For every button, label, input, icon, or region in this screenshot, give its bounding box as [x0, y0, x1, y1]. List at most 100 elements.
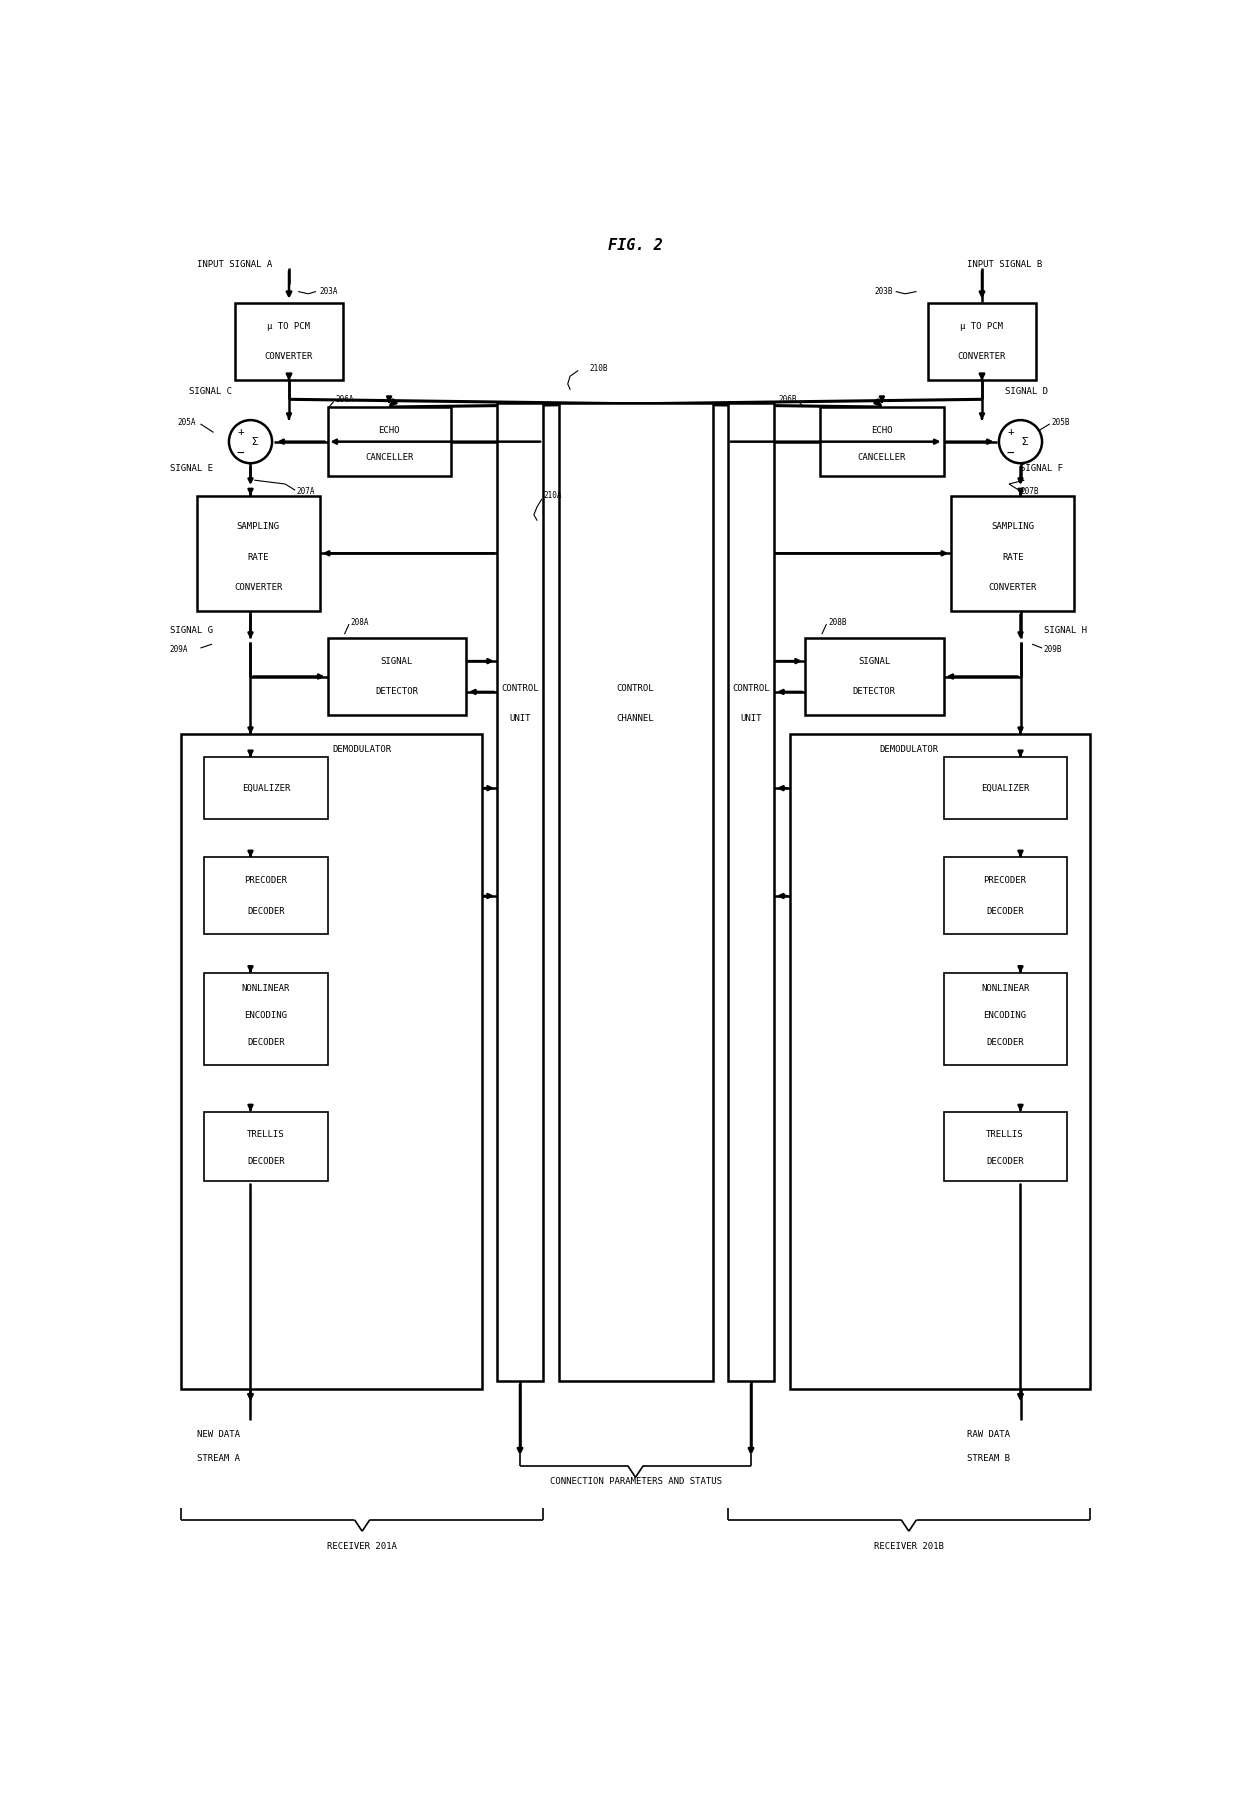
Text: CANCELLER: CANCELLER — [365, 452, 413, 461]
Text: DEMODULATOR: DEMODULATOR — [879, 745, 939, 753]
Text: 209B: 209B — [1044, 646, 1063, 655]
Text: 208A: 208A — [351, 619, 370, 628]
Text: +: + — [237, 427, 244, 436]
Text: STREAM A: STREAM A — [197, 1453, 239, 1462]
Text: DECODER: DECODER — [986, 1157, 1024, 1166]
Text: −: − — [237, 447, 244, 459]
Text: STREAM B: STREAM B — [967, 1453, 1009, 1462]
Text: CONVERTER: CONVERTER — [234, 583, 283, 592]
Text: PRECODER: PRECODER — [244, 875, 288, 884]
Text: 210A: 210A — [543, 492, 562, 501]
Bar — [205, 972, 327, 1066]
Text: RATE: RATE — [248, 553, 269, 562]
Text: 205A: 205A — [177, 418, 196, 427]
Text: INPUT SIGNAL B: INPUT SIGNAL B — [967, 260, 1042, 269]
Text: Σ: Σ — [1021, 436, 1028, 447]
Text: SIGNAL F: SIGNAL F — [1021, 465, 1064, 474]
Text: SIGNAL: SIGNAL — [381, 657, 413, 666]
Text: +: + — [1007, 427, 1014, 436]
Bar — [944, 1112, 1066, 1180]
Text: SIGNAL E: SIGNAL E — [170, 465, 212, 474]
Text: INPUT SIGNAL A: INPUT SIGNAL A — [197, 260, 272, 269]
Bar — [236, 303, 343, 380]
Text: CONVERTER: CONVERTER — [957, 352, 1006, 361]
Text: CONTROL: CONTROL — [616, 684, 655, 692]
Text: 203A: 203A — [320, 287, 339, 296]
Text: μ TO PCM: μ TO PCM — [268, 321, 310, 330]
Text: 203B: 203B — [874, 287, 893, 296]
Bar — [327, 639, 466, 716]
Text: ENCODING: ENCODING — [244, 1010, 288, 1019]
Text: RATE: RATE — [1002, 553, 1023, 562]
Bar — [181, 734, 481, 1389]
Text: SIGNAL H: SIGNAL H — [1044, 626, 1086, 635]
Text: 205B: 205B — [1052, 418, 1070, 427]
Bar — [951, 495, 1074, 612]
Text: ECHO: ECHO — [872, 425, 893, 434]
Text: UNIT: UNIT — [740, 714, 761, 723]
Bar — [928, 303, 1035, 380]
Bar — [197, 495, 320, 612]
Text: FIG. 2: FIG. 2 — [608, 239, 663, 253]
Text: TRELLIS: TRELLIS — [986, 1130, 1024, 1139]
Text: DEMODULATOR: DEMODULATOR — [332, 745, 392, 753]
Text: 210B: 210B — [589, 364, 608, 373]
Text: CONTROL: CONTROL — [732, 684, 770, 692]
Bar — [558, 404, 713, 1381]
Bar — [205, 858, 327, 935]
Text: CONVERTER: CONVERTER — [265, 352, 314, 361]
Text: DECODER: DECODER — [247, 1157, 285, 1166]
Bar — [790, 734, 1090, 1389]
Circle shape — [229, 420, 272, 463]
Text: DECODER: DECODER — [247, 906, 285, 917]
Text: PRECODER: PRECODER — [983, 875, 1027, 884]
Bar — [821, 407, 944, 477]
Circle shape — [999, 420, 1042, 463]
Text: SAMPLING: SAMPLING — [237, 522, 280, 531]
Text: RAW DATA: RAW DATA — [967, 1430, 1009, 1439]
Text: NONLINEAR: NONLINEAR — [981, 983, 1029, 992]
Text: SIGNAL: SIGNAL — [858, 657, 890, 666]
Text: DECODER: DECODER — [247, 1037, 285, 1046]
Text: ECHO: ECHO — [378, 425, 399, 434]
Text: 208B: 208B — [828, 619, 847, 628]
Text: 207A: 207A — [296, 488, 315, 497]
Text: TRELLIS: TRELLIS — [247, 1130, 285, 1139]
Text: SIGNAL C: SIGNAL C — [188, 388, 232, 396]
Bar — [205, 1112, 327, 1180]
Text: DETECTOR: DETECTOR — [853, 687, 895, 696]
Text: NEW DATA: NEW DATA — [197, 1430, 239, 1439]
Text: CONVERTER: CONVERTER — [988, 583, 1037, 592]
Text: SIGNAL G: SIGNAL G — [170, 626, 212, 635]
Text: NONLINEAR: NONLINEAR — [242, 983, 290, 992]
Text: μ TO PCM: μ TO PCM — [961, 321, 1003, 330]
Text: Σ: Σ — [250, 436, 258, 447]
Text: SAMPLING: SAMPLING — [991, 522, 1034, 531]
Text: ENCODING: ENCODING — [983, 1010, 1027, 1019]
Text: 206A: 206A — [335, 395, 353, 404]
Text: 206B: 206B — [779, 395, 797, 404]
Bar — [944, 858, 1066, 935]
Text: EQUALIZER: EQUALIZER — [981, 784, 1029, 793]
Bar — [728, 404, 774, 1381]
Text: −: − — [1007, 447, 1014, 459]
Text: RECEIVER 201B: RECEIVER 201B — [874, 1543, 944, 1552]
Text: CONTROL: CONTROL — [501, 684, 539, 692]
Text: UNIT: UNIT — [510, 714, 531, 723]
Bar — [944, 972, 1066, 1066]
Bar — [944, 757, 1066, 818]
Bar — [205, 757, 327, 818]
Text: CONNECTION PARAMETERS AND STATUS: CONNECTION PARAMETERS AND STATUS — [549, 1476, 722, 1485]
Text: SIGNAL D: SIGNAL D — [1006, 388, 1048, 396]
Text: DECODER: DECODER — [986, 1037, 1024, 1046]
Bar — [497, 404, 543, 1381]
Text: CANCELLER: CANCELLER — [858, 452, 906, 461]
Text: DETECTOR: DETECTOR — [376, 687, 418, 696]
Text: 207B: 207B — [1021, 488, 1039, 497]
Text: 209A: 209A — [170, 646, 188, 655]
Text: DECODER: DECODER — [986, 906, 1024, 917]
Bar — [327, 407, 450, 477]
Text: RECEIVER 201A: RECEIVER 201A — [327, 1543, 397, 1552]
Bar — [805, 639, 944, 716]
Text: CHANNEL: CHANNEL — [616, 714, 655, 723]
